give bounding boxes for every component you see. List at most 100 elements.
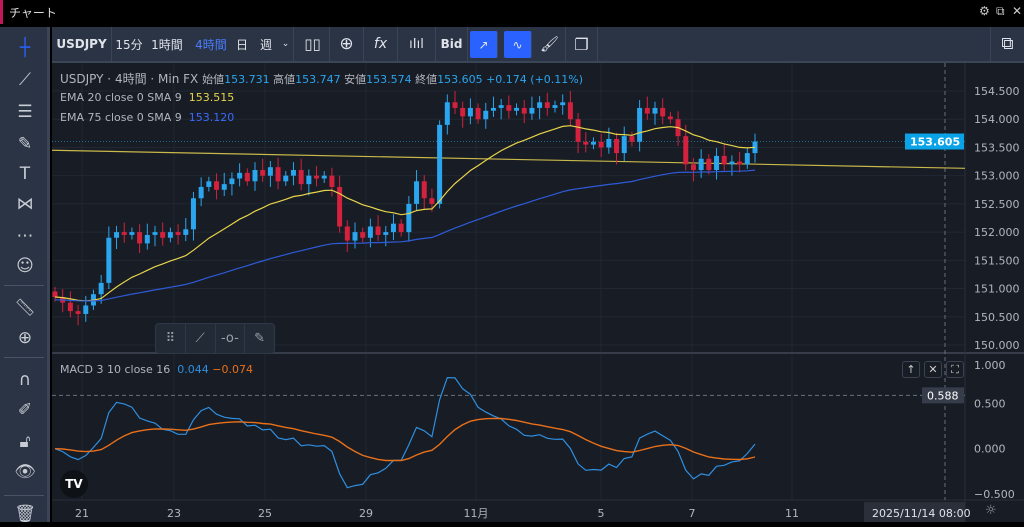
fx-indicator-icon[interactable]: fx: [364, 27, 398, 61]
candle-body: [344, 226, 350, 241]
chart-area[interactable]: 154.500 154.000 153.500 153.000 152.500 152.0…: [51, 63, 1024, 522]
signal-value: −0.074: [212, 363, 254, 376]
candle-body: [98, 282, 104, 295]
candle-body: [660, 107, 666, 117]
bid-button[interactable]: Bid: [436, 27, 468, 61]
interval-15m[interactable]: 15分: [115, 37, 143, 52]
candle-body: [544, 102, 550, 108]
copy-icon[interactable]: ❐: [566, 27, 598, 61]
top-toolbar: USDJPY 15分 1時間 4時間 日 週 ⌄ ▯▯ ⊕ fx ıIıl Bi…: [52, 27, 1024, 63]
lock-drawing-icon[interactable]: ✐: [17, 400, 33, 420]
brush-icon[interactable]: 🖌︎: [534, 27, 566, 61]
ema75-legend[interactable]: EMA 75 close 0 SMA 9 153.120: [60, 111, 234, 124]
candle-body: [737, 161, 743, 165]
candle-body: [506, 105, 512, 111]
price-tick-label: 154.000: [974, 113, 1020, 126]
candle-body: [260, 170, 266, 176]
price-tick-label: 151.000: [974, 283, 1020, 296]
maximize-pane-button[interactable]: ⛶: [946, 361, 964, 378]
interval-4h[interactable]: 4時間: [195, 37, 227, 52]
window-title: チャート: [9, 6, 57, 20]
candle-body: [583, 141, 589, 145]
ohlc-legend: USDJPY · 4時間 · Min FX 始値153.731 高値153.74…: [60, 72, 584, 86]
candle-body: [144, 234, 150, 244]
pulse-icon[interactable]: ∿: [504, 31, 532, 58]
candle-body: [390, 223, 396, 233]
crosshair-value-label: 0.588: [927, 389, 959, 402]
chevron-down-icon[interactable]: ⌄: [278, 27, 294, 61]
candle-body: [121, 232, 127, 235]
candle-body: [475, 107, 481, 120]
zoom-in-icon[interactable]: ⊕: [17, 328, 33, 348]
tradingview-logo: TV: [60, 470, 88, 498]
macd-line: [54, 376, 756, 489]
macd-legend[interactable]: MACD 3 10 close 16 0.044 −0.074: [60, 363, 253, 376]
horizontal-ray-icon[interactable]: -o-: [216, 324, 246, 353]
price-tick-label: 151.500: [974, 254, 1020, 267]
candle-body: [644, 107, 650, 114]
open-label: 始値: [202, 73, 225, 86]
forecast-icon[interactable]: ⋯: [16, 226, 34, 246]
trend-line-icon[interactable]: ↗: [470, 31, 498, 58]
unlock-icon[interactable]: 🔓︎: [19, 432, 31, 452]
symbol-button[interactable]: USDJPY: [52, 27, 112, 61]
candle-body: [306, 175, 312, 185]
gear-icon[interactable]: ⚙: [979, 4, 990, 18]
candle-body: [667, 116, 673, 120]
macd-label: MACD 3 10 close 16: [60, 363, 171, 376]
fib-lines-icon[interactable]: ☰: [17, 102, 33, 122]
open-value: 153.731: [224, 73, 270, 86]
candle-body: [206, 181, 212, 187]
candle-body: [514, 107, 520, 111]
pattern-icon[interactable]: ⋈: [16, 194, 34, 214]
ema20-label: EMA 20 close 0 SMA 9: [60, 91, 182, 104]
eye-icon[interactable]: 👁︎: [14, 462, 36, 482]
close-pane-button[interactable]: ✕: [924, 361, 942, 378]
trend-line-icon[interactable]: ⟋: [19, 70, 31, 90]
candle-body: [598, 141, 604, 148]
magnet-icon[interactable]: ∩: [18, 370, 32, 390]
price-tick-label: 150.000: [974, 339, 1020, 352]
candlestick-icon[interactable]: ▯▯: [296, 27, 330, 61]
candle-body: [744, 153, 750, 165]
trash-icon[interactable]: 🗑︎: [14, 504, 36, 524]
candle-body: [690, 164, 696, 171]
close-icon[interactable]: ✕: [1012, 4, 1023, 18]
brush-icon[interactable]: ✎: [254, 331, 266, 346]
crosshair-icon[interactable]: ┼: [19, 38, 31, 58]
interval-1h[interactable]: 1時間: [151, 37, 183, 52]
indicator-template-icon[interactable]: ıIıl: [398, 27, 436, 61]
candle-body: [490, 107, 496, 111]
candle-body: [706, 158, 712, 171]
trend-line-icon[interactable]: ⟋: [186, 324, 216, 353]
layout-icon[interactable]: ⧉: [990, 27, 1024, 61]
time-tick-label: 11: [785, 507, 799, 520]
chart-canvas[interactable]: 154.500 154.000 153.500 153.000 152.500 152.0…: [51, 63, 1024, 522]
candle-body: [621, 136, 627, 154]
candle-body: [567, 102, 573, 120]
popout-icon[interactable]: ⧉: [996, 4, 1005, 18]
price-tick-label: 153.000: [974, 170, 1020, 183]
text-icon[interactable]: T: [19, 164, 31, 184]
add-compare-icon[interactable]: ⊕: [330, 27, 364, 61]
interval-week[interactable]: 週: [259, 37, 272, 52]
time-tick-label: 5: [598, 507, 605, 520]
candle-body: [637, 107, 643, 142]
ema20-legend[interactable]: EMA 20 close 0 SMA 9 153.515: [60, 91, 234, 104]
candle-body: [129, 232, 135, 235]
settings-icon[interactable]: ☼: [985, 503, 997, 518]
drag-handle-icon[interactable]: ⠿: [156, 324, 186, 353]
emoji-icon[interactable]: ☺: [16, 256, 34, 276]
ruler-icon[interactable]: 📏︎: [14, 298, 36, 318]
candle-body: [629, 136, 635, 142]
candle-body: [383, 232, 389, 235]
move-pane-up-button[interactable]: ↑: [902, 361, 920, 378]
candle-body: [590, 141, 596, 145]
crosshair-time-label: 2025/11/14 08:00: [872, 507, 971, 520]
candle-body: [214, 181, 220, 190]
candle-body: [652, 107, 658, 114]
candle-body: [683, 136, 689, 165]
candle-body: [183, 229, 189, 235]
interval-day[interactable]: 日: [235, 37, 248, 52]
brush-icon[interactable]: ✎: [17, 134, 33, 154]
